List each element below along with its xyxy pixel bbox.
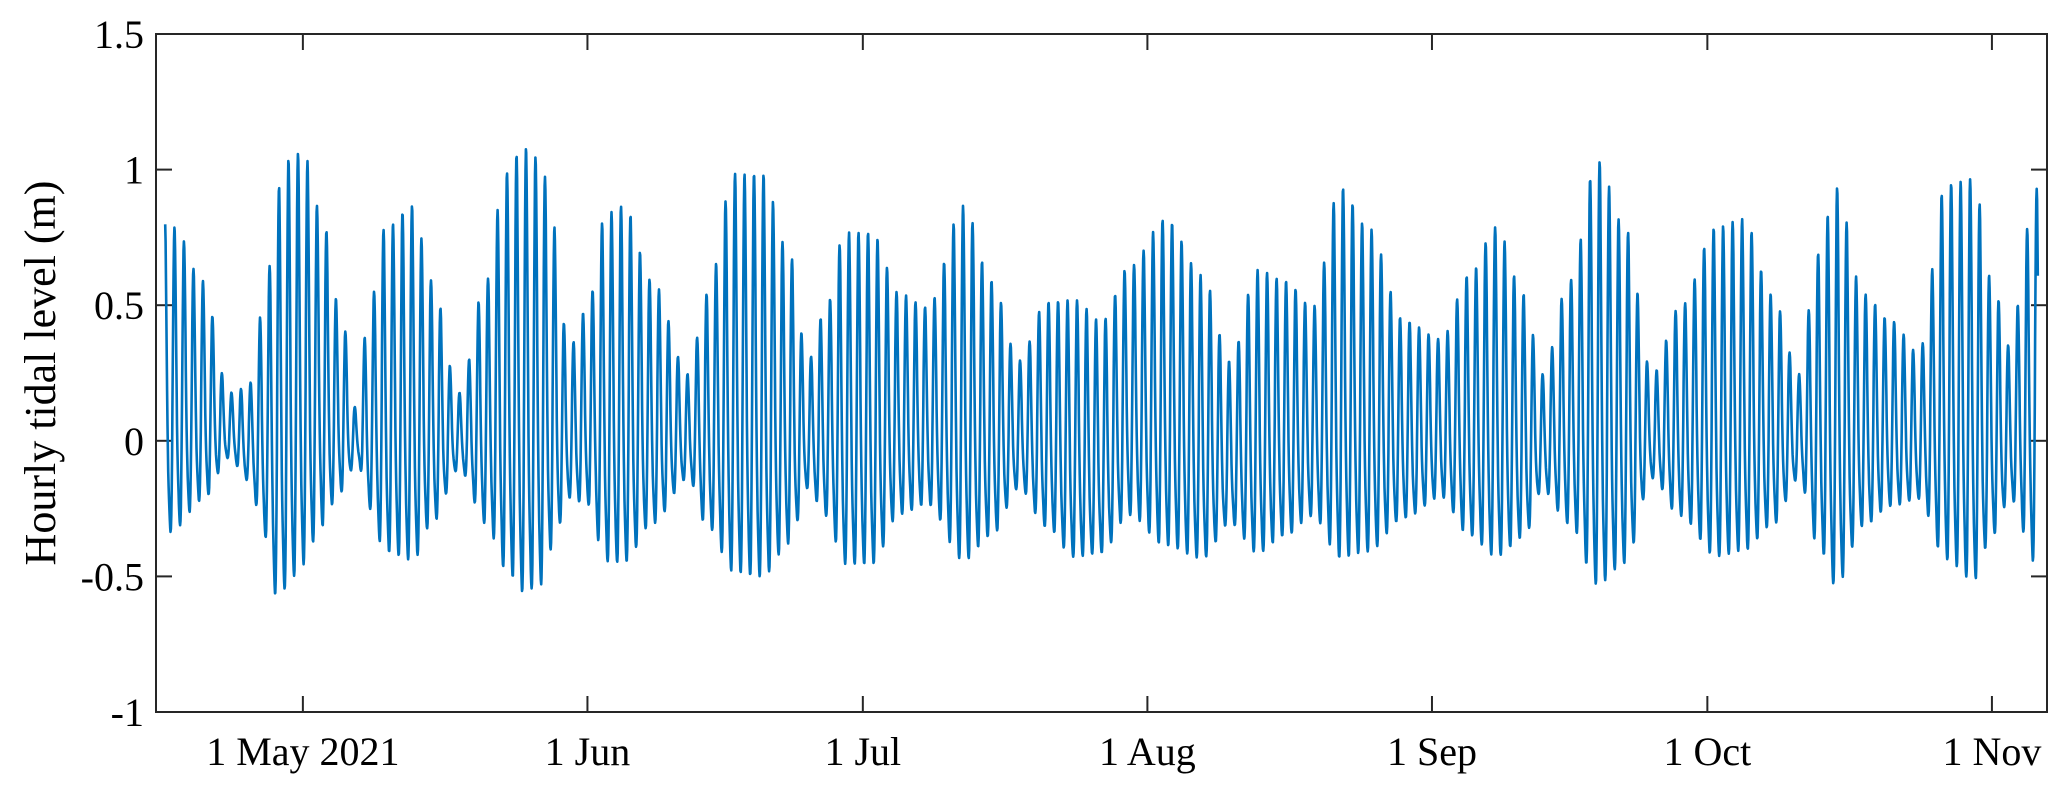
y-tick-label: 0 — [124, 419, 144, 464]
y-axis-title: Hourly tidal level (m) — [16, 181, 65, 566]
y-tick-label: 1 — [124, 148, 144, 193]
x-tick-label: 1 Nov — [1942, 729, 2041, 774]
x-tick-label: 1 Oct — [1663, 729, 1751, 774]
x-tick-label: 1 Sep — [1387, 729, 1477, 774]
y-tick-label: -0.5 — [81, 554, 144, 599]
series-layer — [163, 148, 2040, 595]
y-tick-label: 1.5 — [94, 12, 144, 57]
x-tick-label: 1 May 2021 — [206, 729, 399, 774]
x-tick-label: 1 Jul — [824, 729, 901, 774]
y-tick-label: -1 — [111, 690, 144, 735]
x-tick-label: 1 Aug — [1099, 729, 1196, 774]
labels-layer: 1 May 2021 1 Jun 1 Jul 1 Aug 1 Sep 1 Oct 1 Nov… — [81, 12, 2042, 774]
y-tick-label: 0.5 — [94, 283, 144, 328]
x-tick-label: 1 Jun — [545, 729, 631, 774]
tidal-level-series-line — [163, 148, 2040, 595]
plot-frame — [155, 33, 2048, 713]
